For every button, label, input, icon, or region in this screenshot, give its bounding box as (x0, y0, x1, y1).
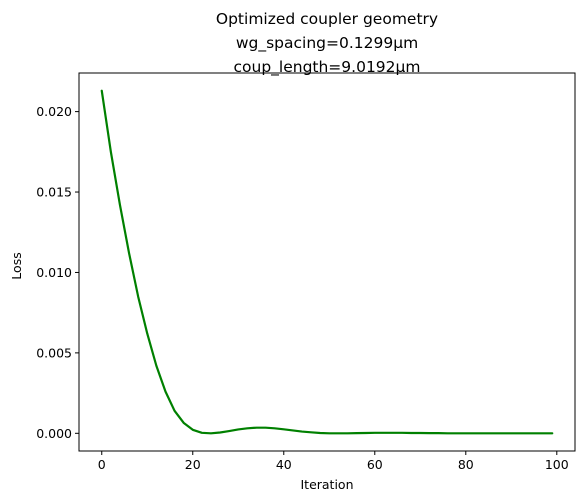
title-line-1: Optimized coupler geometry (216, 10, 438, 28)
y-tick-label: 0.000 (36, 426, 72, 441)
chart-title: Optimized coupler geometry wg_spacing=0.… (216, 10, 438, 77)
x-tick-label: 40 (276, 457, 292, 472)
x-axis-label: Iteration (300, 477, 353, 492)
plot-area: 0 20 40 60 80 100 0.000 0.005 0.010 0.015 0.020 (36, 72, 576, 472)
y-tick-label: 0.005 (36, 345, 72, 360)
x-tick-label: 0 (98, 457, 106, 472)
y-tick-label: 0.020 (36, 104, 72, 119)
y-tick-label: 0.015 (36, 185, 72, 200)
x-tick-label: 100 (545, 457, 569, 472)
x-tick-label: 20 (185, 457, 201, 472)
x-tick-label: 60 (367, 457, 383, 472)
series-line-0 (100, 89, 554, 435)
x-tick-label: 80 (458, 457, 474, 472)
title-line-2: wg_spacing=0.1299μm (236, 34, 418, 53)
title-line-3: coup_length=9.0192μm (233, 58, 420, 77)
y-tick-label: 0.010 (36, 265, 72, 280)
plot-frame (78, 72, 576, 452)
y-axis-label: Loss (9, 252, 24, 279)
